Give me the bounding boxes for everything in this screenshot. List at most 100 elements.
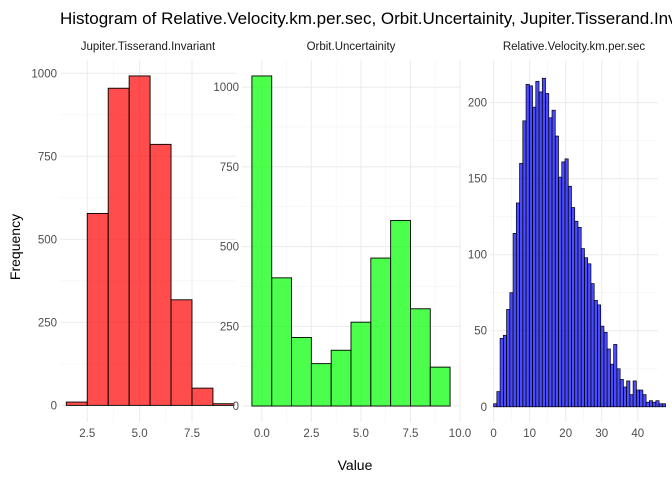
histogram-bar	[512, 233, 517, 408]
histogram-bar	[655, 400, 660, 408]
facet-panels: Jupiter.Tisserand.Invariant0250500750100…	[31, 41, 666, 440]
histogram-bar	[603, 331, 608, 408]
histogram-bar	[65, 401, 88, 406]
histogram-bar	[580, 248, 585, 408]
histogram-bar	[191, 387, 214, 406]
y-tick-label: 750	[38, 151, 57, 163]
histogram-bar	[577, 226, 582, 408]
histogram-bar	[610, 363, 615, 408]
histogram-bar	[571, 207, 576, 408]
y-tick-label: 0	[51, 400, 57, 412]
y-tick-label: 1000	[213, 82, 239, 94]
histogram-bar	[528, 85, 533, 408]
x-tick-label: 5.0	[132, 428, 148, 440]
y-tick-label: 0	[481, 402, 487, 414]
histogram-bar	[593, 299, 598, 408]
histogram-bar	[370, 257, 392, 407]
histogram-bar	[616, 368, 621, 408]
histogram-bar	[590, 283, 595, 408]
panel-2: Relative.Velocity.km.per.sec050100150200…	[468, 41, 666, 440]
facet-label: Relative.Velocity.km.per.sec	[503, 41, 646, 53]
histogram-bar	[128, 75, 151, 406]
panel-1: Orbit.Uncertainity 0 250 500 750 1000 0.0 2.5 5.…	[213, 41, 471, 440]
histogram-bar	[170, 299, 193, 406]
histogram-bar	[499, 337, 504, 408]
histogram-bar	[212, 403, 235, 406]
histogram-bar	[271, 277, 292, 407]
histogram-bar	[642, 394, 647, 408]
histogram-bar	[623, 386, 627, 408]
y-tick-label: 250	[220, 321, 239, 333]
y-tick-label: 500	[38, 234, 57, 246]
histogram-bar	[410, 308, 431, 407]
histogram-bar	[545, 93, 550, 408]
x-tick-label: 5.0	[353, 428, 369, 440]
histogram-bar	[149, 143, 172, 406]
histogram-bar	[541, 77, 546, 408]
histogram-bar	[584, 257, 589, 408]
x-axis-title: Value	[338, 457, 373, 473]
histogram-bar	[558, 176, 563, 408]
y-tick-label: 500	[220, 242, 239, 254]
histogram-bar	[502, 334, 507, 408]
histogram-bar	[350, 321, 372, 407]
x-tick-label: 10	[523, 428, 536, 440]
histogram-bar	[606, 348, 611, 408]
chart-title: Histogram of Relative.Velocity.km.per.se…	[60, 9, 672, 28]
y-axis-title: Frequency	[7, 214, 23, 280]
y-tick-label: 100	[468, 250, 487, 262]
histogram-bar	[251, 75, 273, 407]
panel-0: Jupiter.Tisserand.Invariant 0 250 500 750 100…	[31, 41, 236, 440]
x-tick-label: 0.0	[254, 428, 270, 440]
y-tick-label: 200	[468, 98, 487, 110]
histogram-bar	[632, 380, 637, 408]
facet-label: Orbit.Uncertainity	[307, 41, 396, 53]
histogram-bar	[661, 403, 666, 408]
histogram-bar	[613, 344, 618, 408]
histogram-bar	[538, 91, 543, 408]
histogram-bar	[522, 120, 527, 408]
x-tick-label: 2.5	[303, 428, 319, 440]
histogram-bar	[107, 87, 130, 406]
histogram-bar	[567, 185, 572, 408]
y-tick-label: 750	[220, 162, 239, 174]
histogram-bar	[587, 263, 592, 408]
facet-label: Jupiter.Tisserand.Invariant	[81, 41, 216, 53]
histogram-bar	[561, 161, 566, 408]
histogram-bar	[86, 212, 109, 406]
histogram-bar	[496, 391, 501, 408]
histogram-bar	[639, 389, 644, 408]
x-tick-label: 0	[490, 428, 496, 440]
histogram-bar	[548, 117, 553, 408]
x-tick-label: 10.0	[449, 428, 471, 440]
x-tick-label: 30	[595, 428, 608, 440]
histogram-bar	[626, 380, 631, 408]
histogram-bar	[330, 349, 352, 407]
x-tick-label: 40	[631, 428, 644, 440]
histogram-bar	[535, 80, 540, 408]
histogram-bar	[564, 158, 569, 408]
x-tick-label: 20	[559, 428, 572, 440]
x-tick-label: 7.5	[402, 428, 418, 440]
histogram-bar	[636, 389, 640, 408]
y-tick-label: 250	[38, 317, 57, 329]
x-tick-label: 7.5	[184, 428, 200, 440]
histogram-bar	[390, 219, 411, 407]
histogram-bar	[648, 400, 653, 408]
histogram-bar	[429, 366, 451, 407]
histogram-bar	[506, 309, 511, 408]
histogram-bar	[509, 292, 514, 408]
x-tick-label: 2.5	[79, 428, 95, 440]
histogram-bar	[310, 363, 332, 407]
histogram-bar	[597, 304, 602, 408]
histogram-bar	[532, 106, 537, 408]
histogram-bar	[551, 109, 556, 408]
y-tick-label: 50	[474, 326, 487, 338]
histogram-bar	[515, 202, 520, 408]
histogram-bar	[658, 403, 663, 408]
histogram-bar	[519, 163, 524, 408]
histogram-bar	[629, 394, 634, 408]
histogram-bar	[291, 337, 312, 407]
y-tick-label: 1000	[31, 68, 57, 80]
